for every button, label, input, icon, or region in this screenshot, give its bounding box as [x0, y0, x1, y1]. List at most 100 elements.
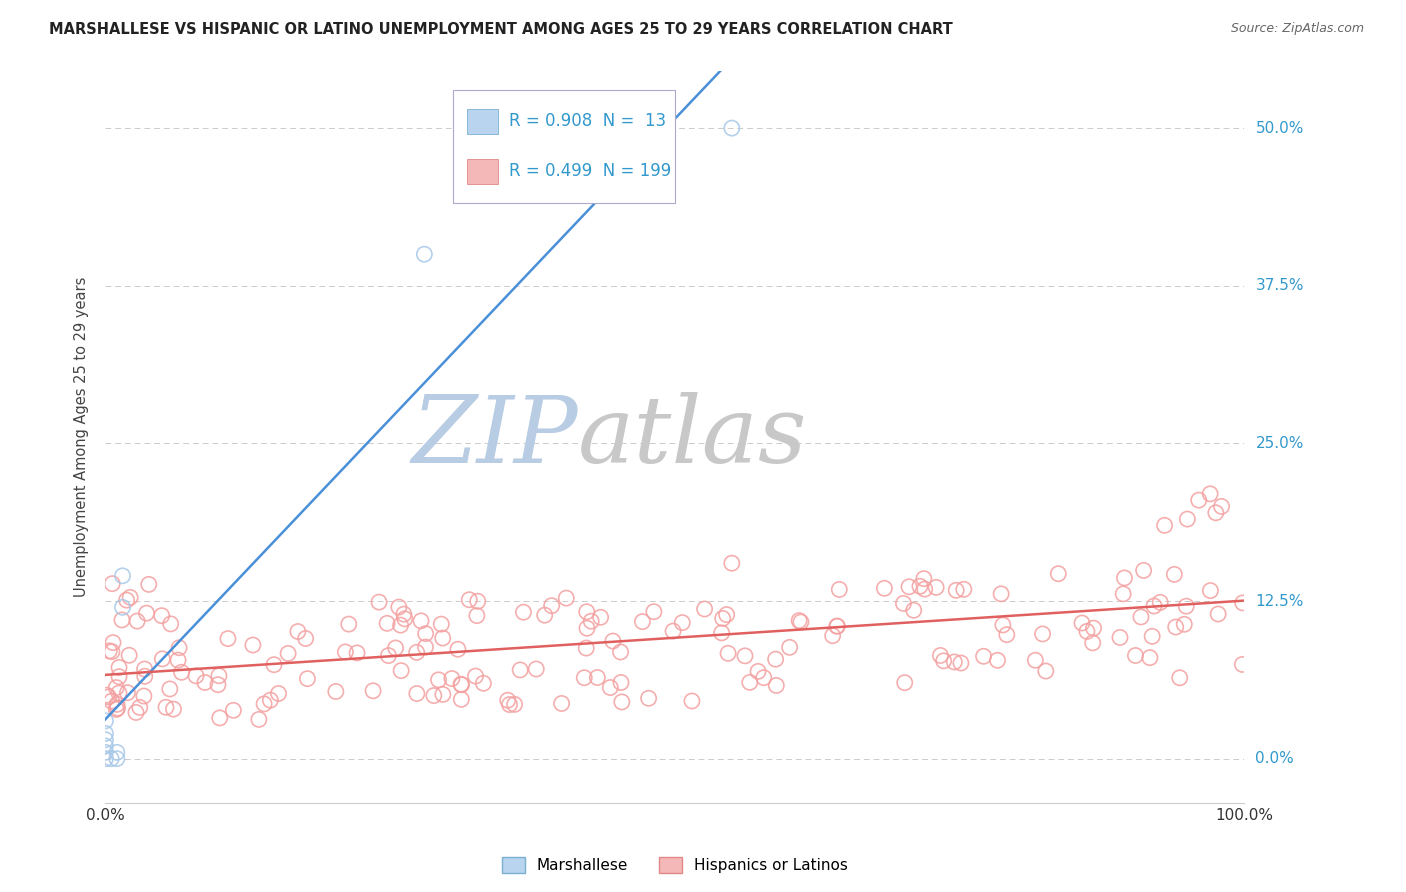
- Point: [1163, 567, 1185, 582]
- Point: [932, 654, 955, 668]
- Point: [609, 645, 631, 659]
- Point: [107, 701, 129, 715]
- Point: [325, 684, 347, 698]
- Point: [752, 671, 775, 685]
- Point: [903, 603, 925, 617]
- Point: [693, 602, 716, 616]
- Point: [159, 616, 181, 631]
- Point: [995, 627, 1018, 641]
- Point: [170, 665, 193, 680]
- Text: R = 0.499  N = 199: R = 0.499 N = 199: [509, 162, 671, 180]
- Point: [1032, 627, 1054, 641]
- Point: [465, 608, 488, 623]
- Point: [167, 640, 190, 655]
- Point: [138, 577, 160, 591]
- Point: [1232, 657, 1254, 672]
- Point: [108, 670, 131, 684]
- Text: 12.5%: 12.5%: [1256, 593, 1303, 608]
- Point: [450, 692, 472, 706]
- Point: [1125, 648, 1147, 663]
- Point: [335, 645, 357, 659]
- Point: [127, 614, 149, 628]
- Point: [637, 691, 659, 706]
- Point: [150, 608, 173, 623]
- Point: [464, 669, 486, 683]
- Point: [1149, 595, 1171, 609]
- Point: [208, 711, 231, 725]
- Point: [389, 618, 412, 632]
- Point: [734, 648, 756, 663]
- Point: [115, 593, 138, 607]
- Point: [125, 706, 148, 720]
- Point: [898, 580, 921, 594]
- Point: [389, 664, 412, 678]
- Point: [294, 632, 316, 646]
- Point: [512, 605, 534, 619]
- Point: [440, 672, 463, 686]
- Point: [94, 732, 117, 747]
- Point: [297, 672, 319, 686]
- Point: [893, 675, 915, 690]
- Point: [586, 671, 609, 685]
- Point: [925, 580, 948, 594]
- Point: [973, 649, 995, 664]
- Point: [105, 752, 128, 766]
- Point: [118, 648, 141, 663]
- Point: [1232, 596, 1254, 610]
- Point: [533, 608, 555, 623]
- Point: [589, 610, 612, 624]
- Point: [790, 615, 813, 629]
- Point: [207, 678, 229, 692]
- Point: [575, 641, 598, 656]
- Point: [1076, 624, 1098, 639]
- Point: [1132, 563, 1154, 577]
- Point: [277, 647, 299, 661]
- Point: [496, 693, 519, 707]
- Point: [1175, 512, 1198, 526]
- Point: [100, 752, 122, 766]
- Point: [155, 700, 177, 714]
- Point: [101, 645, 124, 659]
- Point: [450, 677, 472, 691]
- Point: [94, 752, 117, 766]
- Point: [893, 596, 915, 610]
- Point: [247, 713, 270, 727]
- Point: [263, 657, 285, 672]
- Text: 50.0%: 50.0%: [1256, 120, 1303, 136]
- Point: [108, 686, 131, 700]
- Point: [108, 660, 131, 674]
- Point: [1206, 607, 1229, 621]
- Point: [222, 703, 245, 717]
- Point: [1114, 571, 1136, 585]
- Point: [1153, 518, 1175, 533]
- Point: [787, 614, 810, 628]
- Point: [1188, 493, 1211, 508]
- Point: [524, 662, 547, 676]
- Point: [132, 689, 155, 703]
- Point: [1109, 631, 1132, 645]
- Point: [432, 687, 454, 701]
- Point: [498, 698, 520, 712]
- Point: [710, 625, 733, 640]
- Point: [368, 595, 391, 609]
- Point: [413, 247, 436, 261]
- Point: [1140, 629, 1163, 643]
- Point: [825, 619, 848, 633]
- Point: [392, 607, 415, 622]
- Point: [1173, 617, 1195, 632]
- Point: [472, 676, 495, 690]
- Point: [555, 591, 578, 606]
- Legend: Marshallese, Hispanics or Latinos: Marshallese, Hispanics or Latinos: [496, 851, 853, 880]
- Point: [287, 624, 309, 639]
- Point: [914, 582, 936, 596]
- Point: [575, 605, 598, 619]
- Point: [159, 681, 181, 696]
- Point: [135, 606, 157, 620]
- Point: [208, 669, 231, 683]
- Point: [150, 652, 173, 666]
- Point: [1024, 653, 1046, 667]
- Y-axis label: Unemployment Among Ages 25 to 29 years: Unemployment Among Ages 25 to 29 years: [75, 277, 90, 598]
- Point: [450, 678, 472, 692]
- Point: [1071, 615, 1094, 630]
- Point: [94, 739, 117, 753]
